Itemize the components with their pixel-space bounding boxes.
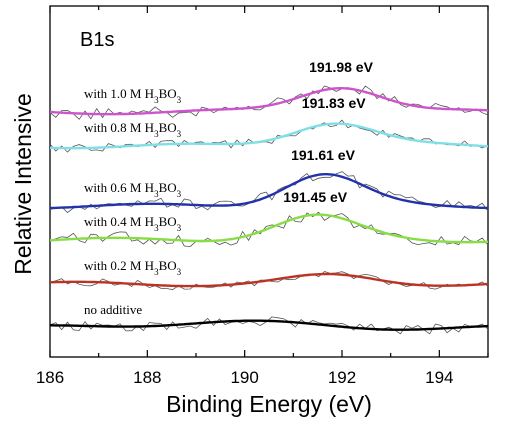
fit-line bbox=[50, 319, 489, 331]
series-1 bbox=[49, 85, 489, 120]
raw-data-line bbox=[49, 211, 489, 248]
series-3 bbox=[49, 171, 489, 214]
series-label: with 0.8 M H3BO3 bbox=[84, 120, 182, 139]
fit-line bbox=[49, 86, 489, 116]
x-axis: 186 188 190 192 194 bbox=[36, 6, 489, 387]
series-label: with 0.6 M H3BO3 bbox=[84, 180, 182, 199]
fit-line bbox=[49, 172, 489, 210]
peak-label: 191.83 eV bbox=[302, 95, 366, 111]
x-tick-label: 186 bbox=[36, 368, 64, 387]
x-axis-title: Binding Energy (eV) bbox=[166, 391, 372, 417]
series-label: with 0.2 M H3BO3 bbox=[84, 258, 182, 277]
fit-line bbox=[50, 122, 489, 150]
peak-label: 191.45 eV bbox=[283, 189, 347, 205]
x-tick-label: 190 bbox=[230, 368, 258, 387]
fit-line bbox=[49, 213, 488, 244]
y-axis-title: Relative Intensive bbox=[10, 93, 36, 275]
panel-label: B1s bbox=[80, 29, 114, 51]
label-layer: with 1.0 M H3BO3 191.98 eV with 0.8 M H3BO… bbox=[84, 59, 374, 317]
series-layer bbox=[49, 85, 489, 335]
fit-line bbox=[49, 272, 489, 288]
plot-frame bbox=[49, 5, 489, 358]
x-tick-label: 188 bbox=[133, 368, 161, 387]
series-2 bbox=[49, 119, 489, 153]
series-5 bbox=[49, 270, 489, 291]
x-tick-label: 194 bbox=[425, 368, 453, 387]
series-label: no additive bbox=[84, 302, 142, 317]
peak-label: 191.61 eV bbox=[291, 147, 355, 163]
series-6 bbox=[49, 316, 489, 335]
raw-data-line bbox=[49, 316, 489, 335]
series-label: with 0.4 M H3BO3 bbox=[84, 214, 182, 233]
x-tick-label: 192 bbox=[328, 368, 356, 387]
series-4 bbox=[49, 211, 489, 248]
peak-label: 191.98 eV bbox=[309, 59, 373, 75]
series-label: with 1.0 M H3BO3 bbox=[84, 86, 182, 105]
